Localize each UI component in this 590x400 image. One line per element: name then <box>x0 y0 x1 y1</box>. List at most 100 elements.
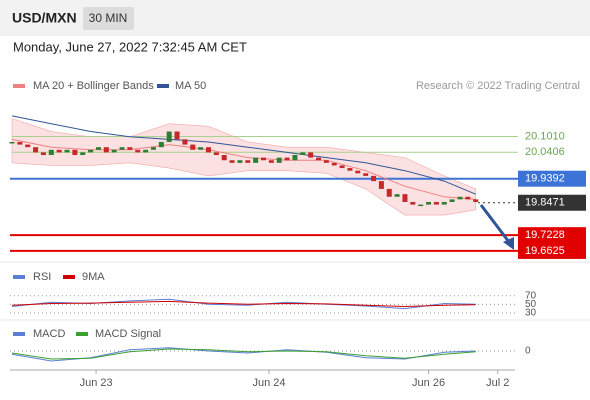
level-box <box>518 170 586 187</box>
candle <box>33 147 39 153</box>
interval-button[interactable] <box>83 7 134 30</box>
forecast-arrowhead <box>503 237 514 250</box>
level-label: 20.1010 <box>525 130 565 142</box>
candle <box>72 149 78 156</box>
y-tick-label: 0 <box>525 346 531 357</box>
candle <box>402 194 408 202</box>
candle <box>449 199 455 202</box>
candle <box>276 157 282 163</box>
legend-item: RSI <box>33 271 51 283</box>
ma50 <box>11 115 476 195</box>
candle <box>143 149 149 153</box>
candle <box>355 170 361 174</box>
candle <box>473 199 479 202</box>
candle <box>331 162 337 166</box>
x-tick-label: Jul 2 <box>486 377 509 389</box>
forecast-arrow <box>479 204 511 243</box>
candle <box>150 147 156 150</box>
legend-swatch <box>13 275 25 279</box>
legend-swatch <box>63 275 75 279</box>
candle <box>111 149 117 153</box>
candle <box>253 157 259 163</box>
symbol: USD/MXN <box>12 10 77 26</box>
candle <box>213 152 219 156</box>
candle <box>237 160 243 163</box>
candle <box>347 168 353 171</box>
candle <box>103 147 109 153</box>
level-label: 19.7228 <box>525 229 565 241</box>
candle <box>182 139 188 145</box>
candle <box>268 160 274 163</box>
level-label: 20.0406 <box>525 146 565 158</box>
y-tick-label: 70 <box>525 290 537 301</box>
candle <box>229 160 235 163</box>
rsi-ma-line <box>11 300 476 308</box>
date: Monday, June 27, 2022 7:32:45 AM CET <box>13 39 247 54</box>
level-label: 19.6625 <box>525 245 565 257</box>
candle <box>174 131 180 140</box>
level-box <box>518 242 586 259</box>
bollinger-band <box>11 118 477 216</box>
legend-swatch <box>13 84 25 88</box>
candle <box>410 201 416 205</box>
x-tick-label: Jun 26 <box>412 377 445 389</box>
candle <box>386 188 392 197</box>
candle <box>56 149 62 153</box>
interval[interactable]: 30 MIN <box>89 11 128 25</box>
candle <box>80 152 86 156</box>
candle <box>433 201 439 205</box>
y-tick-label: 50 <box>525 299 537 310</box>
macd-line <box>11 347 476 362</box>
candle <box>378 181 384 189</box>
candle <box>64 149 70 153</box>
candle <box>119 147 125 150</box>
candle <box>17 141 23 145</box>
level-label: 19.8471 <box>525 197 565 209</box>
candle <box>95 147 101 150</box>
level-label: 19.9392 <box>525 173 565 185</box>
level-box <box>518 227 586 244</box>
candle <box>316 157 322 161</box>
candle <box>418 204 424 207</box>
candle <box>158 141 164 148</box>
y-tick-label: 30 <box>525 308 537 319</box>
candle <box>40 152 46 156</box>
candle <box>284 157 290 161</box>
candle <box>292 155 298 161</box>
candle <box>394 194 400 197</box>
candle <box>457 196 463 200</box>
candle <box>300 152 306 156</box>
candle <box>465 196 471 200</box>
legend-swatch <box>76 332 88 336</box>
candle <box>261 157 266 161</box>
candle <box>426 201 432 205</box>
candle <box>371 175 377 182</box>
candle <box>245 160 251 163</box>
candle <box>135 149 141 153</box>
legend-item: MA 50 <box>175 80 206 92</box>
legend-item: MA 20 + Bollinger Bands <box>33 80 154 92</box>
candle <box>25 144 31 148</box>
candle <box>221 155 227 161</box>
candle <box>205 147 211 153</box>
legend-swatch <box>157 84 169 88</box>
macd-signal-line <box>11 348 476 360</box>
legend-swatch <box>13 332 25 336</box>
x-tick-label: Jun 24 <box>252 377 285 389</box>
candle <box>339 165 345 169</box>
candle <box>441 201 447 205</box>
candle <box>48 149 54 156</box>
candle <box>88 149 94 153</box>
candle <box>363 173 369 176</box>
candle <box>166 131 172 142</box>
legend-item: 9MA <box>82 271 105 283</box>
legend-item: MACD <box>33 328 65 340</box>
credit: Research © 2022 Trading Central <box>416 80 580 92</box>
candle <box>190 144 196 150</box>
candle <box>308 152 314 158</box>
candle <box>9 141 15 144</box>
x-tick-label: Jun 23 <box>80 377 113 389</box>
candle <box>198 147 204 150</box>
